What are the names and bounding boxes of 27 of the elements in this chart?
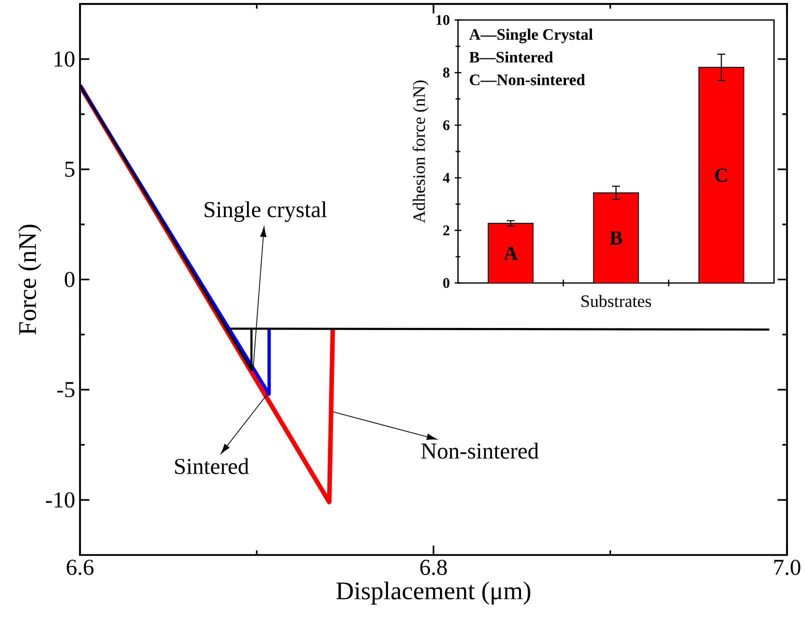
x-tick-label: 6.6 <box>66 560 94 576</box>
annotation: Single crystal <box>204 201 327 222</box>
annotation: Non-sintered <box>421 442 539 459</box>
x-tick-label: B <box>610 231 622 244</box>
annotation: A—Single Crystal <box>469 28 593 44</box>
y-tick-label: 5 <box>65 162 74 177</box>
y-tick-label: -5 <box>57 382 74 398</box>
x-tick-label: A <box>504 246 518 260</box>
y-tick-label: 0 <box>64 272 74 288</box>
y-tick-label: 4 <box>442 172 450 183</box>
x-tick-label: 6.8 <box>420 560 447 576</box>
annotation: Sintered <box>175 458 249 474</box>
y-tick-label: 10 <box>54 51 74 67</box>
y-tick-label: 8 <box>443 68 450 78</box>
x-tick-label: C <box>715 168 728 182</box>
y-tick-label: 2 <box>443 226 450 236</box>
y-tick-label: 0 <box>443 278 450 288</box>
y-tick-label: -10 <box>46 492 74 508</box>
y-tick-label: 10 <box>436 15 450 25</box>
y-tick-label: 6 <box>443 120 450 130</box>
x-tick-label: 7.0 <box>774 560 800 576</box>
x-axis-title: Substrates <box>582 294 652 308</box>
y-axis-title: Adhesion force (nN) <box>412 80 428 224</box>
annotation: C—Non-sintered <box>470 74 586 86</box>
y-axis-title: Force (nN) <box>18 224 42 335</box>
annotation: B—Sintered <box>469 51 554 63</box>
x-axis-title: Displacement (μm) <box>336 582 530 605</box>
